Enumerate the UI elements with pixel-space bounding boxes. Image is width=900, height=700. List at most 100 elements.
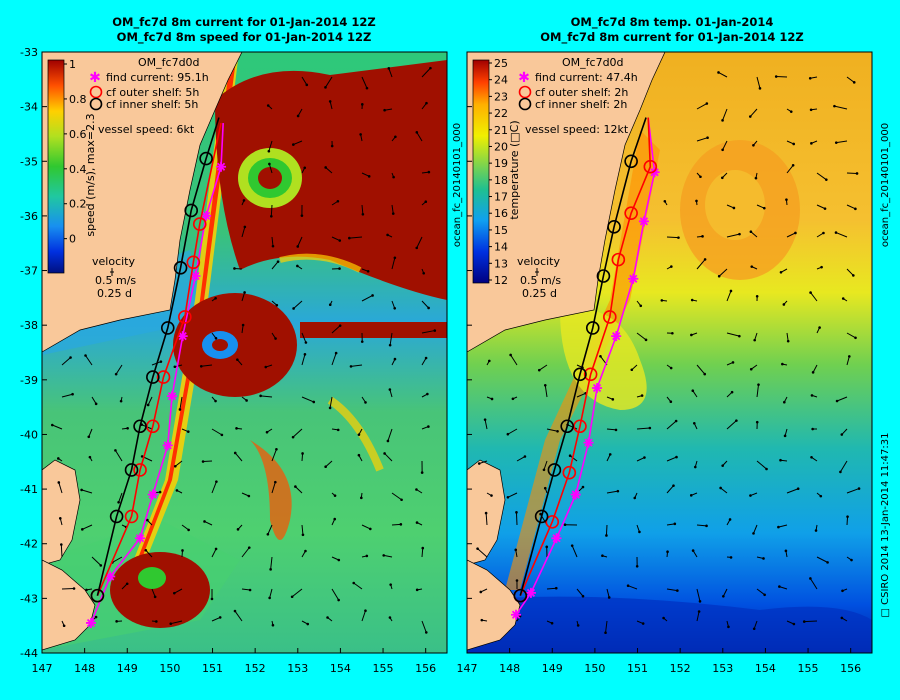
velocity-arrow-head-icon <box>792 622 796 626</box>
velocity-arrow-head-icon <box>675 455 678 459</box>
velocity-arrow-head-icon <box>763 593 766 597</box>
left-x-tick-label: 147 <box>32 662 53 675</box>
right-legend: 25 24 23 22 21 20 19 18 17 16 15 14 13 12 temperature… <box>472 56 638 300</box>
velocity-arrow-head-icon <box>765 467 768 471</box>
velocity-arrow-icon <box>331 236 340 242</box>
velocity-arrow-head-icon <box>114 372 118 376</box>
velocity-arrow-head-icon <box>57 457 60 460</box>
velocity-arrow-icon <box>361 610 366 622</box>
velocity-arrow-icon <box>391 523 401 526</box>
left-x-tick-label: 153 <box>287 662 308 675</box>
right-colorbar-label: temperature (□C) <box>508 120 521 219</box>
left-x-tick-label: 155 <box>373 662 394 675</box>
left-find-current-waypoint <box>105 571 116 582</box>
velocity-arrow-head-icon <box>275 303 279 307</box>
velocity-arrow-icon <box>361 76 368 89</box>
velocity-arrow-head-icon <box>749 367 753 371</box>
velocity-arrow-head-icon <box>563 523 567 527</box>
left-inner-shelf-waypoint <box>124 463 139 477</box>
velocity-arrow-head-icon <box>427 425 430 428</box>
velocity-arrow-icon <box>839 460 848 473</box>
right-inner-shelf-waypoint <box>534 509 549 524</box>
velocity-arrow-icon <box>61 587 75 590</box>
velocity-arrow-head-icon <box>539 512 542 516</box>
velocity-arrow-head-icon <box>660 299 664 302</box>
left-velocity-label: velocity <box>92 255 135 268</box>
velocity-arrow-icon <box>81 489 93 494</box>
velocity-arrow-head-icon <box>719 486 722 490</box>
velocity-arrow-icon <box>756 384 760 398</box>
velocity-arrow-head-icon <box>854 207 857 211</box>
right-inner-shelf-track <box>519 117 647 596</box>
velocity-arrow-head-icon <box>630 368 634 372</box>
left-colorbar-tick-label: 0.2 <box>69 198 87 211</box>
velocity-arrow-head-icon <box>324 465 327 469</box>
velocity-arrow-head-icon <box>581 594 585 598</box>
velocity-arrow-icon <box>361 295 373 302</box>
velocity-arrow-head-icon <box>721 119 724 122</box>
left-outer-shelf-track <box>96 122 222 596</box>
velocity-arrow-head-icon <box>852 81 856 84</box>
velocity-arrow-icon <box>421 330 435 334</box>
velocity-arrow-head-icon <box>852 274 855 277</box>
velocity-arrow-head-icon <box>242 199 246 202</box>
velocity-arrow-head-icon <box>88 455 92 459</box>
velocity-arrow-head-icon <box>809 291 812 294</box>
velocity-arrow-head-icon <box>728 518 732 521</box>
velocity-arrow-head-icon <box>779 270 783 274</box>
velocity-arrow-head-icon <box>774 75 778 78</box>
right-colorbar-tick-label: 20 <box>494 140 508 153</box>
velocity-arrow-head-icon <box>220 433 224 437</box>
velocity-arrow-head-icon <box>754 176 758 180</box>
velocity-arrow-head-icon <box>701 235 704 238</box>
right-x-tick-label: 149 <box>542 662 563 675</box>
velocity-arrow-icon <box>241 588 251 591</box>
right-velocity-time: 0.25 d <box>522 287 557 300</box>
right-find-current-waypoint <box>583 437 594 448</box>
right-inner-shelf-waypoint <box>573 367 587 382</box>
velocity-arrow-head-icon <box>420 471 424 474</box>
velocity-arrow-head-icon <box>691 389 695 393</box>
velocity-arrow-head-icon <box>383 108 386 112</box>
velocity-arrow-head-icon <box>810 394 814 397</box>
velocity-arrow-head-icon <box>324 86 327 89</box>
velocity-arrow-head-icon <box>644 338 648 342</box>
velocity-arrow-icon <box>812 364 818 373</box>
velocity-arrow-head-icon <box>266 104 270 107</box>
velocity-arrow-head-icon <box>545 545 549 549</box>
velocity-arrow-icon <box>270 204 273 217</box>
velocity-arrow-head-icon <box>268 162 271 166</box>
velocity-arrow-head-icon <box>819 494 823 498</box>
velocity-arrow-icon <box>846 76 855 83</box>
velocity-arrow-head-icon <box>721 464 724 467</box>
velocity-arrow-icon <box>350 364 363 367</box>
velocity-arrow-icon <box>112 556 123 563</box>
velocity-arrow-head-icon <box>274 337 277 340</box>
velocity-arrow-head-icon <box>264 365 268 369</box>
velocity-arrow-icon <box>846 356 850 366</box>
velocity-arrow-icon <box>571 545 578 558</box>
velocity-arrow-head-icon <box>810 142 813 145</box>
right-outer-shelf-waypoint <box>611 252 626 267</box>
velocity-arrow-icon <box>605 620 608 633</box>
velocity-arrow-head-icon <box>626 584 630 588</box>
left-find-current-waypoint <box>190 271 201 282</box>
velocity-arrow-head-icon <box>300 214 304 217</box>
velocity-arrow-head-icon <box>697 610 701 613</box>
velocity-arrow-head-icon <box>415 131 419 134</box>
velocity-arrow-head-icon <box>173 591 176 595</box>
velocity-arrow-icon <box>810 292 818 302</box>
velocity-arrow-head-icon <box>752 627 756 631</box>
velocity-arrow-head-icon <box>233 267 236 270</box>
left-velocity-time: 0.25 d <box>97 287 132 300</box>
velocity-arrow-icon <box>301 76 308 86</box>
velocity-arrow-head-icon <box>153 595 157 599</box>
velocity-arrow-head-icon <box>387 67 391 70</box>
velocity-arrow-head-icon <box>840 433 844 436</box>
velocity-arrow-icon <box>756 588 765 596</box>
right-outer-shelf-waypoint <box>603 310 617 324</box>
velocity-arrow-icon <box>82 524 93 530</box>
velocity-arrow-icon <box>361 204 364 215</box>
velocity-arrow-icon <box>118 492 123 503</box>
left-y-tick-label: -38 <box>20 319 38 332</box>
